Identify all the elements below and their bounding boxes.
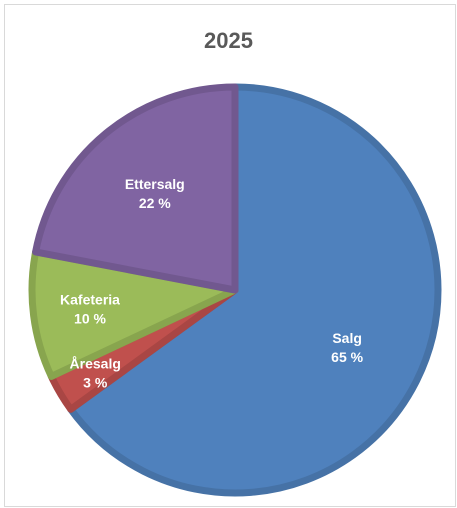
slice-label-name: Kafeteria [60, 291, 120, 307]
slice-label-name: Ettersalg [125, 176, 185, 192]
chart-title: 2025 [204, 28, 253, 53]
slice-label-name: Åresalg [70, 356, 121, 372]
slice-label-value: 10 % [74, 310, 106, 326]
pie-slice-salg [67, 83, 442, 497]
pie-slice-ettersalg [32, 83, 239, 294]
slice-label-value: 3 % [83, 375, 108, 391]
slice-label-value: 65 % [331, 349, 363, 365]
slice-label-value: 22 % [139, 195, 171, 211]
slice-label-name: Salg [332, 330, 362, 346]
